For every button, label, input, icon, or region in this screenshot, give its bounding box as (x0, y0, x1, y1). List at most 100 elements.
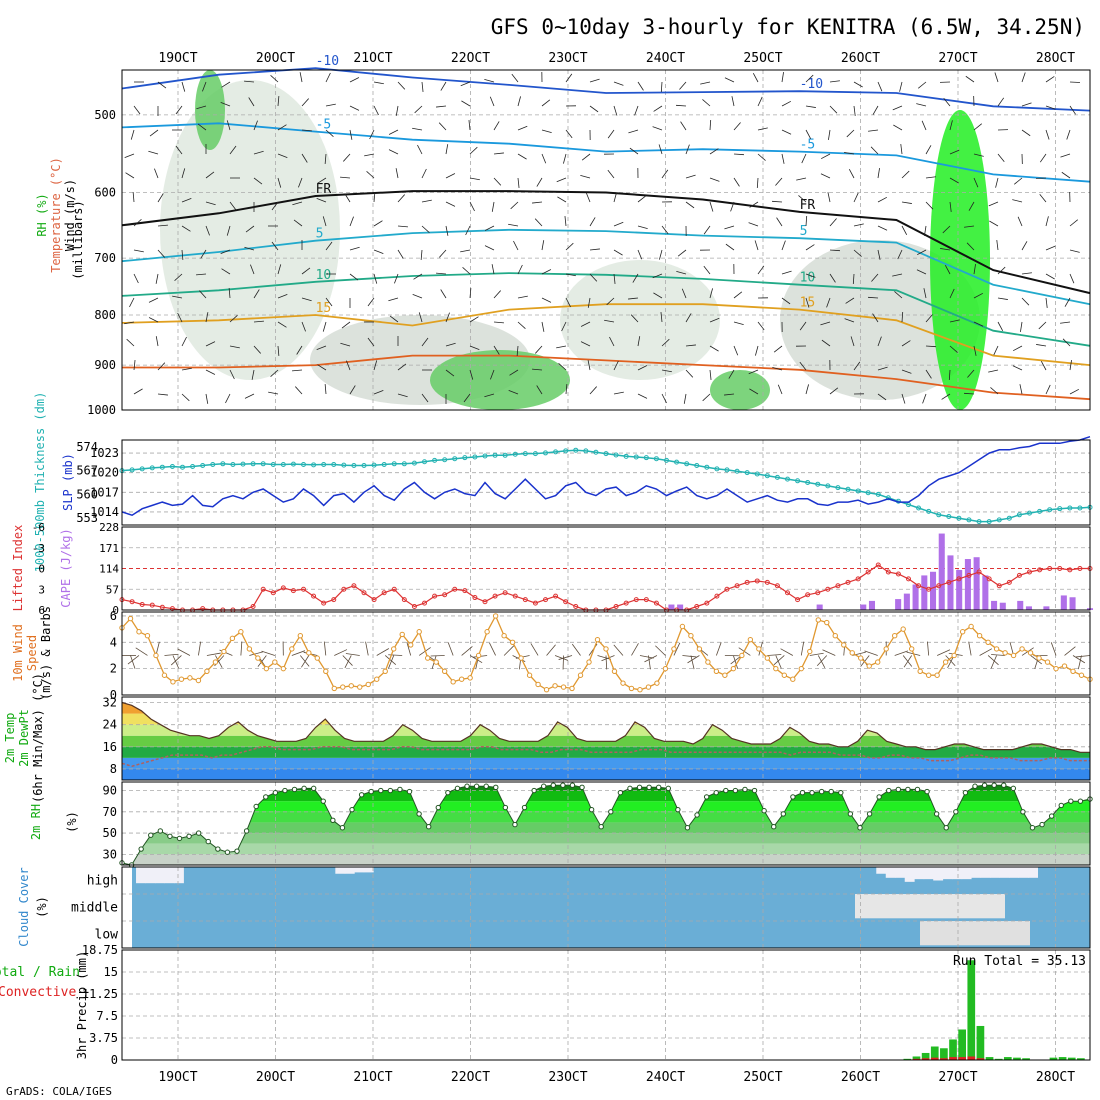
wind-barb (325, 103, 336, 107)
wind-barb (917, 81, 927, 89)
top-date-label: 23OCT (548, 51, 587, 66)
lifted-index-marker (472, 595, 478, 601)
wind-speed-marker (297, 633, 304, 639)
wind-barb (344, 655, 352, 669)
rh-marker (1039, 821, 1045, 828)
wind-barb (325, 241, 333, 251)
wind-barb (901, 340, 911, 347)
wind-barb (244, 80, 255, 83)
wind-barb (157, 362, 166, 371)
thickness-marker (1047, 507, 1053, 513)
wind-barb (673, 642, 681, 656)
axis-label: Lifted Index (11, 525, 25, 612)
contour-line (121, 272, 1091, 347)
wind-barb (388, 149, 399, 155)
wind-barb (206, 652, 221, 656)
cloud-high-bar (1028, 867, 1039, 878)
wind-barb (632, 273, 639, 283)
wind-barb (733, 122, 741, 131)
wind-barb (490, 369, 495, 380)
wind-barb (685, 344, 696, 347)
wind-barb (637, 365, 648, 371)
thickness-marker (694, 463, 700, 468)
panel-slp-thickness: 553 560 567 574 1014 1017 1020 1023 1000-500mb T… (33, 392, 1093, 572)
wind-barb (124, 321, 135, 325)
panel-temp2m: 8 16 24 32 2m Temp2m DewPt(6hr Min/Max) (°C) (3, 673, 1091, 803)
wind-barb (757, 265, 765, 275)
cape-bar (964, 559, 971, 610)
wind-barb (226, 225, 231, 236)
lifted-index-marker (764, 579, 770, 585)
wind-barb (181, 168, 186, 179)
cape-bar (921, 575, 928, 610)
thickness-marker (875, 491, 881, 497)
wind-barb (345, 653, 360, 656)
cloud-high-bar (344, 867, 355, 874)
cloud-high-bar (999, 867, 1010, 878)
wind-speed-marker (161, 672, 168, 678)
rh-marker (790, 794, 796, 800)
wind-barb (1030, 655, 1042, 665)
rh-marker (224, 849, 231, 855)
wind-speed-marker (323, 668, 329, 674)
panel-border (121, 526, 1091, 611)
y-tick-label: 171 (99, 542, 119, 555)
wind-barb (894, 650, 909, 656)
wind-speed-marker (577, 672, 584, 678)
wind-barb (989, 220, 999, 227)
rh-marker (387, 787, 394, 794)
wind-barb (388, 129, 399, 135)
rh-marker (263, 794, 269, 800)
lifted-index-marker (139, 601, 145, 607)
wind-barb (943, 97, 951, 107)
wind-barb (229, 315, 238, 323)
wind-barb (997, 297, 1008, 300)
wind-barb (298, 177, 303, 188)
wind-barb (925, 369, 932, 379)
wind-barb (484, 393, 495, 398)
cloud-high-bar (173, 867, 184, 884)
thickness-marker (835, 485, 841, 491)
rh-marker (713, 789, 719, 796)
wind-barb (556, 177, 567, 183)
thickness-marker (371, 462, 377, 468)
precip-convective-bar (912, 1058, 921, 1060)
thickness-marker (512, 451, 518, 457)
wind-barb (516, 345, 519, 356)
wind-barb (829, 387, 839, 395)
axis-label: SLP (mb) (61, 453, 75, 511)
wind-barb (675, 104, 687, 107)
wind-barb (613, 105, 618, 116)
wind-barb (580, 341, 591, 347)
panel-border (121, 866, 1091, 949)
thickness-marker (1057, 506, 1063, 512)
wind-barb (773, 655, 785, 666)
wind-barb (901, 201, 912, 204)
wind-barb (748, 222, 759, 227)
wind-barb (417, 144, 423, 155)
thickness-marker (411, 460, 417, 466)
wind-barb (852, 273, 855, 285)
wind-barb (677, 249, 687, 257)
wind-barb (661, 225, 669, 235)
wind-barb (871, 273, 879, 282)
wind-barb (205, 171, 215, 179)
wind-barb (484, 245, 495, 251)
wind-barb (685, 369, 694, 378)
wind-barb (652, 126, 663, 131)
y-tick-label: 32 (103, 696, 117, 710)
wind-barb (277, 177, 282, 188)
cape-bar (982, 575, 989, 610)
wind-barb (966, 242, 975, 251)
bottom-date-label: 28OCT (1036, 1070, 1075, 1085)
wind-barb (899, 81, 903, 92)
temp-band (122, 757, 1090, 769)
wind-speed-marker (408, 642, 414, 648)
thickness-marker (805, 480, 811, 485)
wind-speed-marker (883, 646, 889, 652)
y-tick-label: 18.75 (82, 943, 118, 957)
wind-speed-marker (662, 665, 669, 672)
lifted-index-marker (966, 572, 972, 578)
wind-barb (445, 342, 456, 347)
wind-barb (767, 654, 782, 656)
